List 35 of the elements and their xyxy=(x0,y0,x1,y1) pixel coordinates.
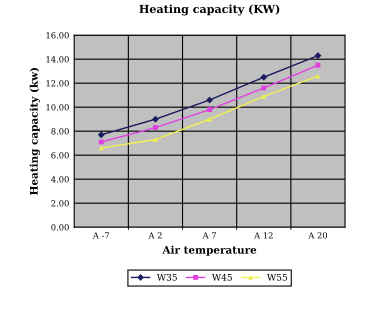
point xyxy=(260,74,268,81)
y-tick-label: 2.00 xyxy=(51,200,69,206)
y-tick-label: 10.00 xyxy=(46,104,69,110)
point xyxy=(261,94,266,99)
y-tick-label: 4.00 xyxy=(51,176,69,182)
y-tick-label: 8.00 xyxy=(51,128,69,134)
point xyxy=(98,131,105,138)
point xyxy=(153,137,158,142)
point xyxy=(316,62,320,68)
point xyxy=(207,107,212,112)
point xyxy=(98,140,104,144)
x-tick-label: A 20 xyxy=(308,232,328,239)
y-axis-title: Heating capacity (kw) xyxy=(30,68,40,195)
point xyxy=(153,125,158,130)
x-tick-label: A 2 xyxy=(148,232,162,238)
x-tick-label: A 12 xyxy=(254,232,273,238)
point xyxy=(261,86,266,90)
point xyxy=(206,96,214,104)
y-tick-label: 0.00 xyxy=(51,224,69,230)
y-tick-label: 6.00 xyxy=(51,152,69,158)
point xyxy=(152,116,159,123)
point xyxy=(207,116,212,122)
y-tick-label: 14.00 xyxy=(46,56,69,62)
chart-title: Heating capacity (KW) xyxy=(139,4,280,16)
legend-label: W55 xyxy=(266,274,288,281)
point xyxy=(314,52,322,60)
x-tick-label: A -7 xyxy=(92,232,110,238)
legend-label: W35 xyxy=(156,274,177,281)
point xyxy=(316,74,320,78)
point xyxy=(98,146,104,150)
x-tick-label: A 7 xyxy=(202,232,216,238)
x-axis-title: Air temperature xyxy=(162,246,256,256)
y-tick-label: 12.00 xyxy=(46,80,69,86)
legend-label: W45 xyxy=(212,274,232,281)
y-tick-label: 16.00 xyxy=(46,32,69,38)
